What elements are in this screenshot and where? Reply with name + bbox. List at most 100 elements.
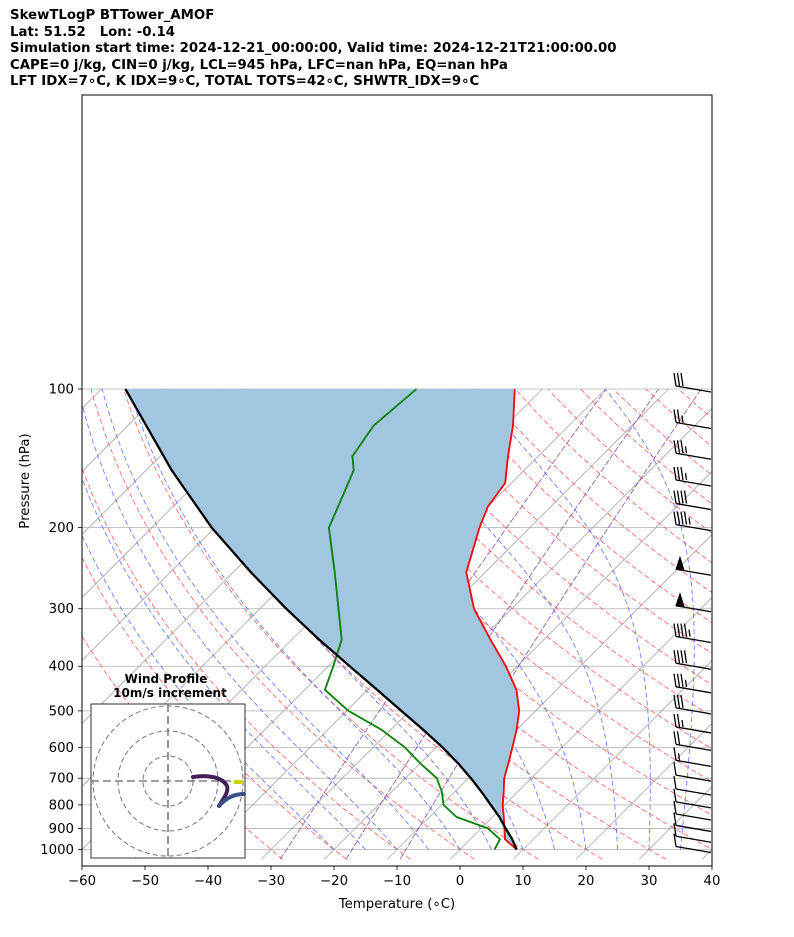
indices-line-2: LFT IDX=7∘C, K IDX=9∘C, TOTAL TOTS=42∘C,… bbox=[10, 74, 480, 90]
x-tick-label: 10 bbox=[515, 874, 532, 889]
barb-full bbox=[676, 511, 681, 525]
y-tick-label: 400 bbox=[49, 660, 74, 675]
wind-barb bbox=[673, 833, 712, 854]
barb-full bbox=[673, 694, 677, 708]
dry-adiabat bbox=[82, 556, 347, 860]
chart-header: SkewTLogP BTTower_AMOF Lat: 51.52 Lon: -… bbox=[10, 8, 617, 91]
moist-adiabat bbox=[711, 846, 712, 850]
barb-full bbox=[673, 762, 677, 776]
barb-shaft bbox=[675, 774, 712, 782]
x-tick-label: 30 bbox=[641, 874, 658, 889]
barb-full bbox=[673, 623, 677, 637]
wind-barb bbox=[673, 490, 712, 511]
temperature-line bbox=[465, 388, 521, 851]
dry-adiabat bbox=[710, 388, 712, 391]
barb-shaft bbox=[675, 845, 712, 854]
location-line: Lat: 51.52 Lon: -0.14 bbox=[10, 24, 176, 40]
cape-area bbox=[125, 389, 520, 850]
x-tick-label: −60 bbox=[68, 874, 96, 889]
isotherm-line bbox=[765, 389, 794, 859]
barb-pennant bbox=[675, 592, 685, 608]
isotherm-line bbox=[82, 388, 228, 536]
barb-full bbox=[673, 440, 677, 454]
barb-full bbox=[673, 713, 677, 728]
chart-title: SkewTLogP BTTower_AMOF bbox=[10, 8, 215, 23]
dewpoint-line bbox=[324, 388, 501, 850]
barb-full bbox=[676, 372, 681, 387]
wind-barb bbox=[673, 511, 712, 532]
barb-full bbox=[683, 511, 688, 525]
wind-barb bbox=[673, 372, 712, 393]
barb-full bbox=[676, 440, 681, 454]
barb-full bbox=[673, 747, 677, 761]
wind-barb bbox=[673, 623, 712, 644]
isotherm-line bbox=[701, 848, 712, 860]
x-tick-label: −30 bbox=[257, 874, 285, 889]
x-tick-label: 40 bbox=[704, 874, 721, 889]
barb-full bbox=[683, 650, 688, 664]
barb-full bbox=[680, 372, 684, 387]
barb-shaft bbox=[675, 385, 712, 393]
y-tick-label: 500 bbox=[49, 704, 74, 719]
y-tick-label: 1000 bbox=[40, 843, 74, 858]
wind-barb bbox=[673, 440, 712, 460]
barb-full bbox=[680, 650, 684, 664]
x-axis-label: Temperature (∘C) bbox=[338, 897, 455, 912]
barb-shaft bbox=[675, 479, 712, 487]
barb-full bbox=[683, 490, 688, 504]
dry-adiabat bbox=[319, 388, 712, 750]
isotherm-line bbox=[449, 596, 712, 860]
dry-adiabat bbox=[384, 388, 712, 686]
isotherm-line bbox=[512, 659, 712, 860]
dry-adiabat bbox=[514, 388, 712, 564]
hodograph-trace-lower bbox=[217, 792, 246, 808]
barb-half bbox=[688, 517, 691, 525]
wind-barb bbox=[675, 555, 712, 576]
dry-adiabat bbox=[744, 389, 794, 859]
barb-full bbox=[683, 623, 688, 637]
wind-barb bbox=[673, 788, 712, 809]
barb-shaft bbox=[675, 686, 712, 694]
barb-shaft bbox=[675, 452, 712, 460]
barb-shaft bbox=[675, 801, 712, 809]
barb-full bbox=[676, 713, 681, 728]
barb-half bbox=[684, 446, 688, 454]
barb-full bbox=[680, 511, 684, 525]
moist-adiabat bbox=[101, 388, 429, 850]
barb-shaft bbox=[675, 788, 712, 796]
barb-full bbox=[680, 694, 684, 708]
barb-full bbox=[676, 466, 681, 481]
wind-barb bbox=[673, 694, 712, 715]
barb-shaft bbox=[675, 824, 712, 833]
barb-full bbox=[673, 490, 677, 504]
wind-barb bbox=[673, 650, 712, 670]
moist-adiabat bbox=[376, 388, 618, 850]
wind-barb bbox=[673, 713, 712, 734]
moist-adiabat bbox=[82, 402, 398, 850]
barb-half bbox=[684, 472, 688, 481]
isotherm-line bbox=[82, 388, 102, 410]
barb-full bbox=[673, 409, 677, 423]
barb-shaft bbox=[675, 635, 712, 644]
barb-full bbox=[673, 788, 677, 802]
x-tick-label: −50 bbox=[131, 874, 159, 889]
barb-full bbox=[673, 372, 677, 387]
isotherm-line bbox=[575, 722, 712, 860]
barb-shaft bbox=[675, 707, 712, 715]
barb-full bbox=[676, 650, 681, 664]
wind-barb bbox=[673, 800, 712, 821]
wind-barb bbox=[673, 673, 712, 694]
mixing-ratio-line bbox=[279, 388, 607, 860]
dry-adiabat bbox=[351, 388, 712, 718]
barb-full bbox=[673, 833, 677, 847]
barb-shaft bbox=[675, 759, 712, 767]
x-tick-label: −40 bbox=[194, 874, 222, 889]
wind-barb bbox=[673, 775, 712, 796]
moist-adiabat bbox=[301, 388, 587, 850]
wind-barb bbox=[673, 747, 712, 767]
isotherm-line bbox=[82, 388, 165, 473]
barb-full bbox=[680, 440, 684, 454]
dry-adiabat bbox=[612, 388, 712, 476]
wind-barbs bbox=[673, 372, 712, 854]
